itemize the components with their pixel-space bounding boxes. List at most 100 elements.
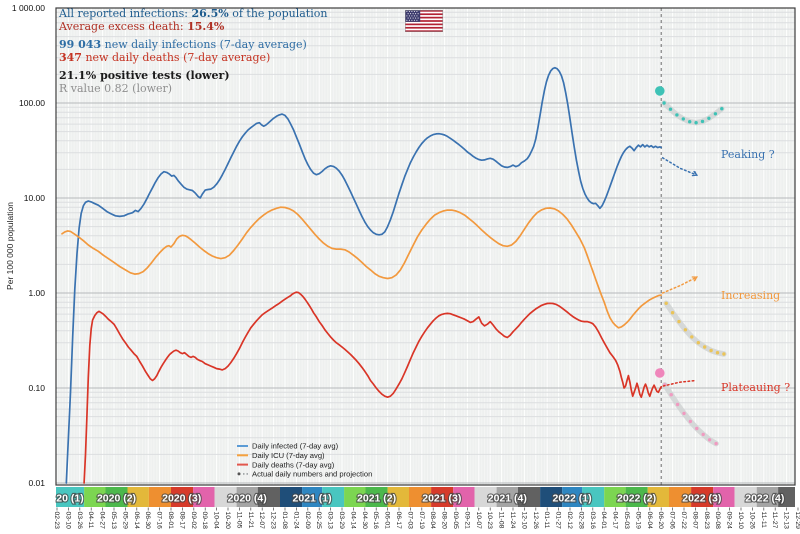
month-cell [625, 487, 648, 507]
month-cell [214, 487, 237, 507]
x-tick-label: 02-09 [304, 512, 311, 530]
projection-layer [655, 86, 727, 447]
month-cell [756, 487, 779, 507]
y-tick-label: 0.10 [28, 383, 45, 393]
x-tick-label: 01-11 [543, 512, 550, 529]
month-cell [474, 487, 497, 507]
x-tick-label: 07-03 [406, 512, 413, 530]
info-line: R value 0.82 (lower) [59, 82, 173, 95]
legend-label: Daily infected (7-day avg) [252, 442, 339, 451]
month-cell [322, 487, 345, 507]
quarter-band-label: 2022 (1) [553, 493, 592, 505]
x-tick-label: 10-07 [475, 512, 482, 530]
month-cell [344, 487, 366, 507]
y-axis-title: Per 100 000 population [5, 202, 15, 290]
month-cell [604, 487, 626, 507]
x-tick-label: 04-14 [349, 512, 356, 530]
y-tick-label: 1 000.00 [12, 3, 45, 13]
y-tick-label: 10.00 [24, 193, 46, 203]
x-tick-label: 12-23 [270, 512, 277, 530]
icu-actual-projection [664, 301, 726, 356]
x-tick-label: 11-21 [247, 512, 254, 529]
month-cell [148, 487, 171, 507]
annotation-peaking: Peaking ? [721, 148, 775, 161]
us-flag-icon [405, 10, 443, 32]
x-tick-label: 05-03 [623, 512, 630, 530]
quarter-band-label: 2020 (3) [162, 493, 201, 505]
month-cell [365, 487, 388, 507]
month-cell [409, 487, 432, 507]
x-tick-label: 07-16 [156, 512, 163, 530]
x-tick-label: 11-08 [498, 512, 505, 529]
month-cell [257, 487, 280, 507]
x-tick-label: 08-07 [691, 512, 698, 530]
month-cell [582, 487, 605, 507]
month-cell [236, 487, 258, 507]
x-tick-label: 12-10 [520, 512, 527, 530]
month-cell [105, 487, 128, 507]
y-tick-label: 1.00 [28, 288, 45, 298]
summary-panel: All reported infections: 26.5% of the po… [59, 7, 327, 100]
x-tick-label: 09-24 [726, 512, 733, 530]
month-cell [171, 487, 194, 507]
x-tick-label: 04-17 [612, 512, 619, 530]
x-tick-label: 12-07 [258, 512, 265, 530]
x-tick-label: 08-04 [429, 512, 436, 530]
quarter-band-label: 2022 (3) [682, 493, 721, 505]
x-tick-label: 07-06 [669, 512, 676, 530]
info-line: 21.1% positive tests (lower) [59, 69, 230, 82]
x-tick-label: 12-13 [783, 512, 790, 530]
x-tick-label: 03-26 [76, 512, 83, 530]
x-tick-label: 05-16 [372, 512, 379, 530]
x-tick-label: 03-13 [327, 512, 334, 530]
x-tick-label: 11-24 [509, 512, 516, 529]
axis-layer: 1 000.00 100.00 10.00 1.00 0.10 0.01 [12, 3, 45, 488]
x-tick-label: 11-11 [760, 512, 767, 529]
x-tick-label: 02-23 [53, 512, 60, 530]
x-tick-label: 12-26 [532, 512, 539, 530]
quarter-band-label: 2022 (2) [617, 493, 656, 505]
month-cell [431, 487, 454, 507]
legend[interactable]: Daily infected (7-day avg)Daily ICU (7-d… [237, 442, 372, 479]
x-tick-label: 05-13 [110, 512, 117, 530]
info-line: 347 new daily deaths (7-day average) [59, 51, 271, 64]
x-tick-label: 03-16 [589, 512, 596, 530]
month-cell [302, 487, 322, 507]
series-layer [61, 66, 663, 484]
x-tick-label: 03-29 [338, 512, 345, 530]
quarter-band-label: 2021 (2) [357, 493, 396, 505]
x-tick-label: 04-27 [99, 512, 106, 530]
deaths-actual-dot [655, 368, 665, 378]
legend-label: Daily ICU (7-day avg) [252, 451, 325, 460]
x-tick-label: 09-05 [452, 512, 459, 530]
x-tick-label: 08-23 [703, 512, 710, 530]
x-tick-label: 01-08 [281, 512, 288, 530]
x-tick-label: 07-19 [418, 512, 425, 530]
month-cell [778, 487, 795, 507]
x-tick-label: 09-02 [190, 512, 197, 530]
x-tick-label: 06-01 [384, 512, 391, 530]
legend-item[interactable]: Daily ICU (7-day avg) [237, 451, 325, 460]
month-cell [84, 487, 106, 507]
legend-label: Daily deaths (7-day avg) [252, 460, 335, 469]
month-cell [193, 487, 215, 507]
legend-item[interactable]: Daily deaths (7-day avg) [237, 460, 335, 469]
legend-item[interactable]: Daily infected (7-day avg) [237, 442, 339, 451]
legend-item[interactable]: Actual daily numbers and projection [237, 470, 373, 479]
month-cell [453, 487, 475, 507]
quarter-band-label: 2021 (1) [293, 493, 332, 505]
quarter-band-label: 2020 (4) [228, 493, 267, 505]
x-tick-label: 10-20 [224, 512, 231, 530]
info-line: Average excess death: 15.4% [59, 20, 225, 33]
x-tick-label: 06-17 [395, 512, 402, 530]
info-line: 99 043 new daily infections (7-day avera… [59, 38, 307, 51]
x-tick-label: 11-05 [235, 512, 242, 529]
x-tick-label: 10-23 [486, 512, 493, 530]
x-tick-label: 06-30 [144, 512, 151, 530]
quarter-band-label: 20 (1) [56, 493, 83, 505]
month-cell [56, 487, 85, 507]
infected-actual-dot [655, 86, 665, 96]
x-tick-label: 08-17 [178, 512, 185, 530]
grid-layer [55, 7, 796, 486]
